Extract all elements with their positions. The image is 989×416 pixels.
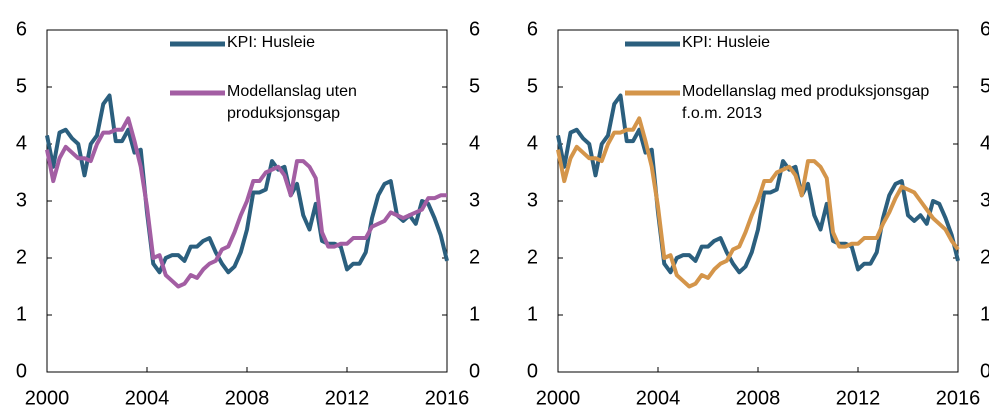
y-tick-label: 1: [16, 303, 27, 325]
series-line: [45, 93, 449, 275]
y2-tick-label: 6: [469, 18, 480, 40]
series-line: [556, 93, 960, 275]
legend-item: KPI: Husleie: [682, 34, 771, 51]
y-tick-label: 3: [16, 189, 27, 211]
y2-tick-label: 5: [469, 75, 480, 97]
y2-tick-label: 1: [469, 303, 480, 325]
y2-tick-label: 3: [980, 189, 989, 211]
y-tick-label: 0: [16, 360, 27, 382]
x-tick-label: 2008: [736, 387, 781, 409]
y-tick-label: 6: [527, 18, 538, 40]
legend-label: KPI: Husleie: [682, 34, 771, 51]
y2-tick-label: 6: [980, 18, 989, 40]
y2-tick-label: 2: [980, 246, 989, 268]
x-tick-label: 2004: [636, 387, 681, 409]
y-tick-label: 6: [16, 18, 27, 40]
y2-tick-label: 5: [980, 75, 989, 97]
series-line: [45, 116, 447, 289]
legend-item: Modellanslag uten produksjonsgap: [227, 83, 357, 122]
y-tick-label: 4: [16, 132, 27, 154]
x-tick-label: 2000: [25, 387, 70, 409]
x-tick-label: 2000: [536, 387, 581, 409]
x-tick-label: 2016: [425, 387, 470, 409]
legend-label: Modellanslag uten produksjonsgap: [227, 83, 357, 122]
x-tick-label: 2004: [125, 387, 170, 409]
x-tick-label: 2016: [936, 387, 981, 409]
legend-label: Modellanslag med produksjonsgap f.o.m. 2…: [682, 83, 930, 122]
y-tick-label: 5: [16, 75, 27, 97]
legend-item: KPI: Husleie: [227, 34, 316, 51]
y-tick-label: 5: [527, 75, 538, 97]
x-tick-label: 2012: [325, 387, 370, 409]
y2-tick-label: 3: [469, 189, 480, 211]
x-tick-label: 2008: [225, 387, 270, 409]
y-tick-label: 1: [527, 303, 538, 325]
y-tick-label: 2: [527, 246, 538, 268]
y2-tick-label: 1: [980, 303, 989, 325]
y-tick-label: 2: [16, 246, 27, 268]
x-tick-label: 2012: [836, 387, 881, 409]
y2-tick-label: 4: [980, 132, 989, 154]
y2-tick-label: 2: [469, 246, 480, 268]
y2-tick-label: 0: [469, 360, 480, 382]
legend-item: Modellanslag med produksjonsgap f.o.m. 2…: [682, 83, 930, 122]
y-tick-label: 3: [527, 189, 538, 211]
y2-tick-label: 4: [469, 132, 480, 154]
y-tick-label: 0: [527, 360, 538, 382]
y2-tick-label: 0: [980, 360, 989, 382]
y-tick-label: 4: [527, 132, 538, 154]
legend-label: KPI: Husleie: [227, 34, 316, 51]
series-line: [556, 116, 960, 289]
